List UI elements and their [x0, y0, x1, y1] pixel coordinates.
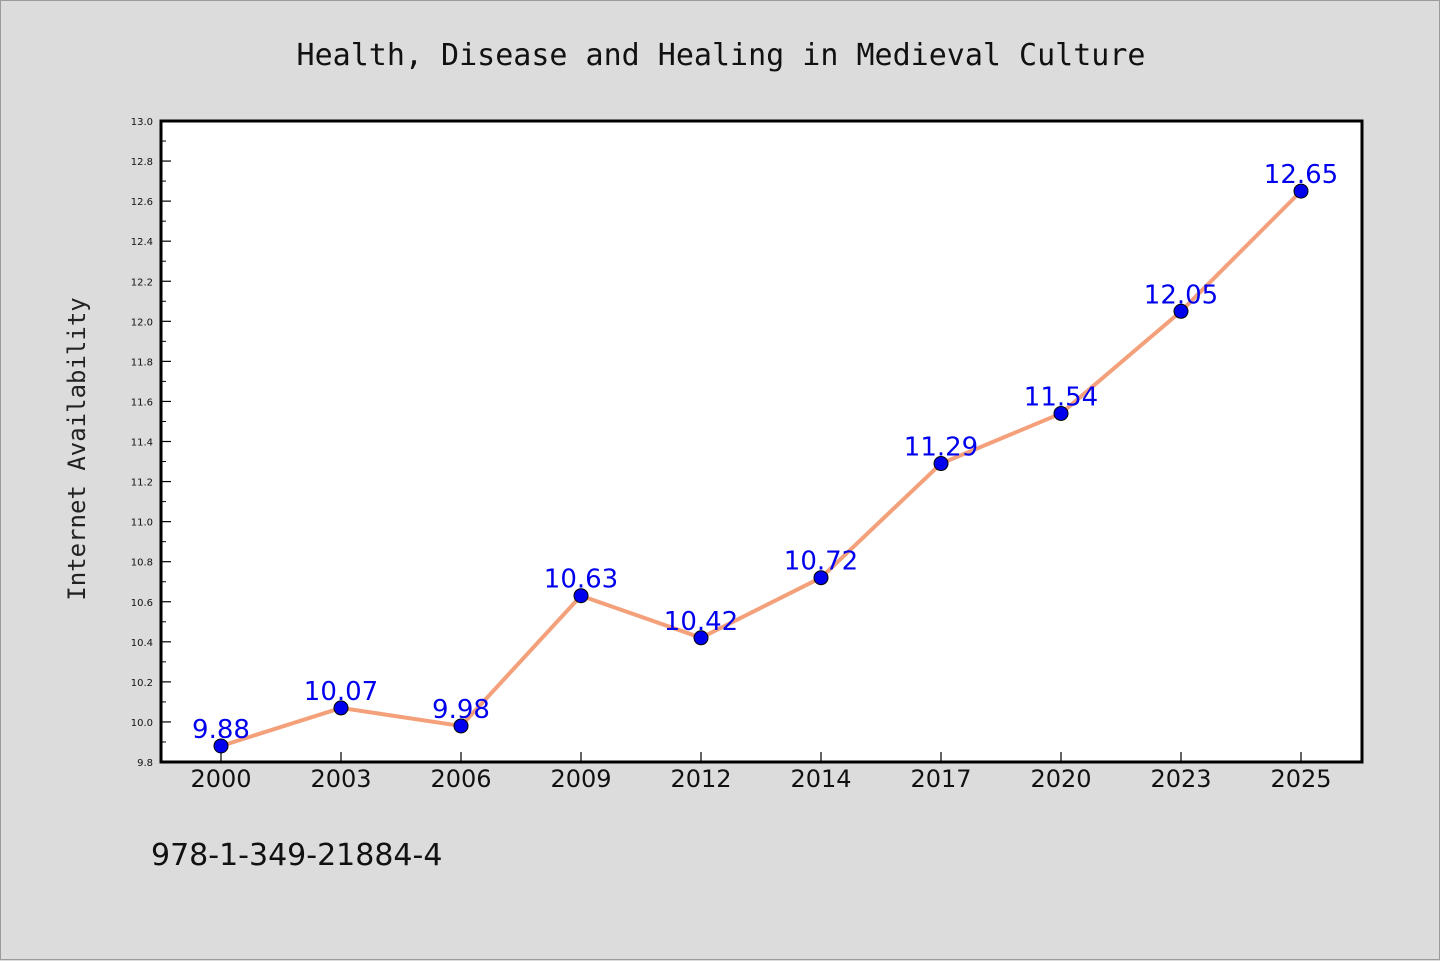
data-label: 10.07 — [304, 677, 378, 707]
x-tick-label: 2012 — [670, 765, 731, 793]
y-tick-label: 11.2 — [131, 478, 153, 489]
y-tick-label: 10.4 — [131, 638, 153, 649]
data-label: 11.29 — [904, 433, 978, 463]
data-point — [333, 700, 349, 716]
plot-border — [159, 119, 1364, 764]
x-tick-label: 2009 — [550, 765, 611, 793]
y-tick-label: 11.4 — [131, 438, 153, 449]
data-point — [1293, 183, 1309, 199]
y-tick-label: 13.0 — [131, 117, 153, 128]
data-point — [1173, 303, 1189, 319]
data-label: 10.63 — [544, 565, 618, 595]
data-label: 10.42 — [664, 607, 738, 637]
y-tick-label: 9.8 — [137, 758, 153, 769]
data-label: 12.05 — [1144, 280, 1218, 310]
isbn-text: 978-1-349-21884-4 — [151, 838, 442, 873]
data-points — [213, 183, 1309, 754]
data-point — [1053, 405, 1069, 421]
x-tick-label: 2017 — [910, 765, 971, 793]
data-point — [693, 630, 709, 646]
y-tick-label: 10.2 — [131, 678, 153, 689]
data-label: 9.88 — [192, 715, 250, 745]
data-label: 9.98 — [432, 695, 490, 725]
data-label: 12.65 — [1264, 160, 1338, 190]
x-tick-label: 2020 — [1030, 765, 1091, 793]
y-tick-label: 12.0 — [131, 317, 153, 328]
y-tick-label: 10.8 — [131, 558, 153, 569]
data-labels: 9.88 10.07 9.98 10.63 10.42 10.72 11.29 11.54 12… — [192, 160, 1338, 745]
y-tick-label: 10.6 — [131, 598, 153, 609]
series-line — [219, 189, 1303, 748]
y-tick-label: 11.6 — [131, 397, 153, 408]
x-tick-label: 2023 — [1150, 765, 1211, 793]
y-tick-label: 11.8 — [131, 357, 153, 368]
y-axis-label: Internet Availability — [63, 297, 91, 600]
x-tick-label: 2003 — [310, 765, 371, 793]
data-point — [933, 456, 949, 472]
y-tick-label: 12.8 — [131, 157, 153, 168]
y-tick-label: 11.0 — [131, 518, 153, 529]
data-label: 10.72 — [784, 547, 858, 577]
x-axis-ticks: 2000 2003 2006 2009 2012 2014 2017 2020 2023 2025 — [190, 752, 1332, 793]
y-tick-label: 12.6 — [131, 197, 153, 208]
plot-area — [161, 121, 1362, 762]
y-tick-label: 12.2 — [131, 277, 153, 288]
y-tick-label: 10.0 — [131, 718, 153, 729]
data-point — [813, 570, 829, 586]
x-tick-label: 2025 — [1270, 765, 1331, 793]
data-label: 11.54 — [1024, 382, 1098, 412]
data-point — [573, 588, 589, 604]
x-tick-label: 2000 — [190, 765, 251, 793]
data-point — [453, 718, 469, 734]
data-point — [213, 738, 229, 754]
x-tick-label: 2014 — [790, 765, 851, 793]
chart-title: Health, Disease and Healing in Medieval … — [297, 38, 1146, 73]
y-tick-label: 12.4 — [131, 237, 153, 248]
x-tick-label: 2006 — [430, 765, 491, 793]
